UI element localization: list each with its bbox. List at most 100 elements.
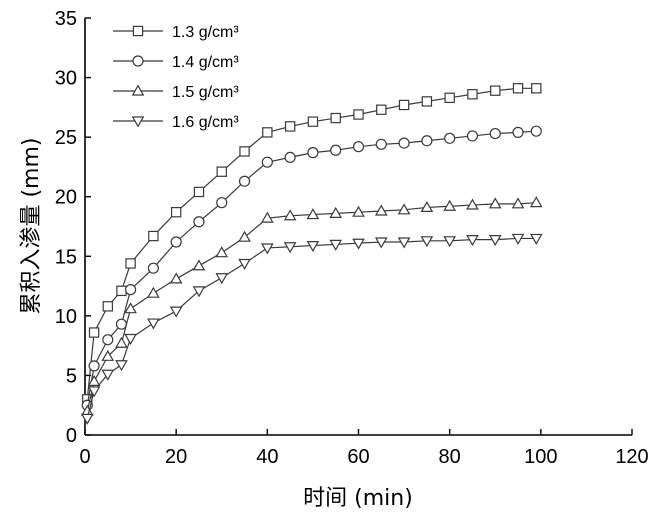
square-data-point xyxy=(102,301,113,312)
triangle-up-data-point xyxy=(87,374,101,386)
triangle-down-data-point xyxy=(283,242,297,254)
triangle-up-data-point xyxy=(466,198,479,210)
triangle-up-data-point xyxy=(529,196,543,208)
square-data-point xyxy=(284,121,296,132)
y-tick-label: 5 xyxy=(66,365,77,387)
legend-label: 1.4 g/cm³ xyxy=(172,54,239,71)
triangle-up-data-point xyxy=(124,302,137,314)
triangle-down-data-point xyxy=(466,235,479,247)
triangle-up-data-point xyxy=(306,208,320,220)
square-data-point xyxy=(262,127,273,138)
square-data-point xyxy=(170,207,182,218)
circle-data-point xyxy=(444,132,456,144)
triangle-up-data-point xyxy=(261,211,274,223)
triangle-down-data-point xyxy=(329,239,343,251)
circle-data-point xyxy=(238,175,251,187)
triangle-down-data-point xyxy=(443,236,456,248)
legend-triangle-up-marker xyxy=(131,84,145,96)
triangle-down-data-point xyxy=(352,238,365,250)
square-data-point xyxy=(239,146,250,157)
triangle-up-data-point xyxy=(511,197,525,209)
circle-data-point xyxy=(170,236,182,248)
triangle-down-data-point xyxy=(261,243,274,255)
triangle-down-data-point xyxy=(488,235,502,247)
x-tick-label: 80 xyxy=(439,446,461,468)
circle-data-point xyxy=(124,284,137,296)
circle-data-point xyxy=(466,130,479,142)
square-data-point xyxy=(330,112,341,124)
circle-data-point xyxy=(530,125,542,137)
square-data-point xyxy=(512,83,524,94)
x-tick-label: 40 xyxy=(256,446,278,468)
legend-triangle-down-marker xyxy=(131,116,145,128)
square-data-point xyxy=(125,258,136,269)
triangle-down-data-point xyxy=(420,236,434,248)
square-data-point xyxy=(193,186,205,198)
triangle-up-data-point xyxy=(283,209,297,221)
triangle-up-data-point xyxy=(397,203,411,215)
y-axis-title: 累积入渗量 (mm) xyxy=(19,137,44,314)
triangle-down-data-point xyxy=(87,386,101,398)
square-data-point xyxy=(444,92,455,104)
triangle-up-data-point xyxy=(374,204,388,216)
square-data-point xyxy=(531,83,542,94)
axes xyxy=(84,18,632,436)
triangle-up-data-point xyxy=(488,197,502,209)
circle-data-point xyxy=(330,144,342,156)
x-tick-label: 60 xyxy=(347,446,369,468)
square-data-point xyxy=(490,85,501,96)
triangle-down-data-point xyxy=(529,233,543,245)
circle-data-point xyxy=(489,127,501,140)
circle-data-point xyxy=(398,137,410,149)
triangle-down-data-point xyxy=(511,233,525,245)
y-tick-label: 20 xyxy=(55,187,77,209)
triangle-down-data-point xyxy=(124,333,137,345)
circle-data-point xyxy=(307,147,319,159)
square-data-point xyxy=(307,116,319,127)
ticks: 0 20 40 60 80 100 120 0 5 10 15 20 25 30 35 xyxy=(55,8,649,468)
legend-square-marker xyxy=(132,25,144,37)
y-tick-label: 30 xyxy=(55,68,77,90)
triangle-down-data-point xyxy=(374,237,388,249)
series-3 xyxy=(80,196,543,416)
triangle-up-data-point xyxy=(215,246,229,258)
legend-entry: 1.6 g/cm³ xyxy=(113,114,239,131)
series-2 xyxy=(81,125,542,411)
circle-data-point xyxy=(375,138,387,150)
legend-label: 1.3 g/cm³ xyxy=(172,24,239,41)
triangle-up-data-point xyxy=(443,199,456,211)
circle-data-point xyxy=(193,216,205,228)
triangle-down-data-point xyxy=(306,240,320,253)
triangle-down-data-point xyxy=(192,286,206,298)
square-data-point xyxy=(116,285,127,297)
triangle-down-data-point xyxy=(397,237,411,249)
triangle-down-data-point xyxy=(101,369,115,381)
circle-data-point xyxy=(216,197,228,209)
triangle-down-data-point xyxy=(169,306,183,318)
x-tick-label: 100 xyxy=(524,446,557,468)
circle-data-point xyxy=(147,262,159,274)
square-data-point xyxy=(467,89,478,100)
triangle-down-data-point xyxy=(238,258,251,270)
triangle-up-data-point xyxy=(420,200,434,213)
legend-entry: 1.3 g/cm³ xyxy=(113,24,239,41)
square-data-point xyxy=(398,99,410,111)
legend-entry: 1.5 g/cm³ xyxy=(113,84,239,101)
x-tick-label: 20 xyxy=(165,446,187,468)
circle-data-point xyxy=(512,126,524,138)
y-tick-label: 35 xyxy=(55,8,77,30)
circle-data-point xyxy=(352,141,365,153)
triangle-down-data-point xyxy=(115,360,128,372)
y-tick-label: 10 xyxy=(55,306,77,328)
legend-label: 1.5 g/cm³ xyxy=(172,84,239,101)
triangle-up-data-point xyxy=(329,206,343,218)
y-tick-label: 0 xyxy=(66,425,77,447)
series-1 xyxy=(82,83,542,405)
triangle-down-data-point xyxy=(80,413,94,425)
series-4 xyxy=(80,233,543,425)
series xyxy=(80,83,543,425)
triangle-up-data-point xyxy=(352,205,365,217)
legend: 1.3 g/cm³ 1.4 g/cm³ 1.5 g/cm³ 1.6 g/cm³ xyxy=(113,24,239,131)
